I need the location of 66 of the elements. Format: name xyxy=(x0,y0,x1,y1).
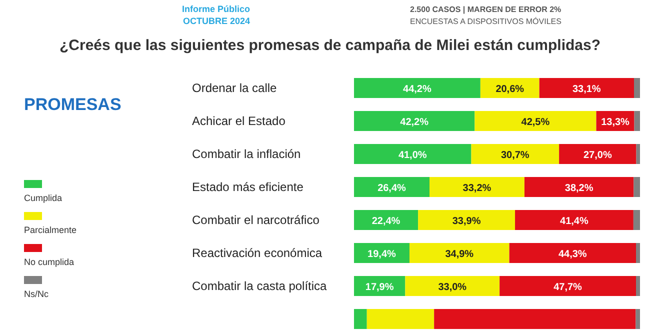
chart-title: ¿Creés que las siguientes promesas de campaña de Milei están cumplidas? xyxy=(59,37,601,54)
text: ENCUESTAS A DISPOSITIVOS MÓVILES xyxy=(410,17,562,26)
data-label: 47,7% xyxy=(554,282,582,293)
bar xyxy=(354,177,430,197)
data-label: 20,6% xyxy=(496,84,524,95)
y-tick-label: Ordenar la calle xyxy=(192,81,278,95)
legend-label: Cumplida xyxy=(24,193,62,203)
data-label: 13,3% xyxy=(601,117,630,128)
bar xyxy=(471,144,560,164)
data-label: 42,5% xyxy=(521,117,550,128)
bar xyxy=(430,177,524,197)
bar xyxy=(633,210,640,230)
bar xyxy=(354,144,472,164)
legend-label: No cumplida xyxy=(24,257,74,267)
data-label: 44,2% xyxy=(403,84,432,95)
y-tick-label: Combatir la casta política xyxy=(192,279,328,293)
legend-title: PROMESAS xyxy=(24,95,122,114)
y-tick-label: Estado más eficiente xyxy=(192,180,304,194)
bar xyxy=(636,276,640,296)
y-tick-label: Combatir la inflación xyxy=(192,147,301,161)
bar xyxy=(409,243,510,263)
bar xyxy=(474,111,596,131)
data-label: 33,1% xyxy=(572,84,601,95)
y-tick-label: Reactivación económica xyxy=(192,246,322,260)
bar xyxy=(636,243,640,263)
data-label: 42,2% xyxy=(400,117,429,128)
legend-label: Parcialmente xyxy=(24,225,77,235)
data-label: 19,4% xyxy=(368,249,396,260)
data-label: 41,4% xyxy=(560,216,589,227)
data-label: 26,4% xyxy=(378,183,406,194)
data-label: 33,9% xyxy=(452,216,481,227)
data-label: 22,4% xyxy=(372,216,400,227)
data-label: 41,0% xyxy=(398,150,427,161)
bar xyxy=(524,177,634,197)
data-label: 34,9% xyxy=(445,249,474,260)
data-label: 38,2% xyxy=(564,183,594,194)
bar xyxy=(634,78,640,98)
bar xyxy=(500,276,636,296)
bar xyxy=(539,78,634,98)
bar xyxy=(515,210,634,230)
data-label: 27,0% xyxy=(583,150,612,161)
bar xyxy=(634,111,640,131)
bar xyxy=(354,309,367,329)
bar xyxy=(634,177,640,197)
y-tick-label: Achicar el Estado xyxy=(192,114,286,128)
bar xyxy=(354,210,418,230)
bar xyxy=(636,309,640,329)
bar xyxy=(354,78,480,98)
bar xyxy=(405,276,500,296)
y-tick-label: Combatir el narcotráfico xyxy=(192,213,320,227)
data-label: 17,9% xyxy=(365,282,394,293)
data-label: 33,2% xyxy=(462,183,492,194)
bar xyxy=(354,111,475,131)
data-label: 30,7% xyxy=(500,150,530,161)
bar xyxy=(559,144,636,164)
text: OCTUBRE 2024 xyxy=(182,16,250,26)
bar xyxy=(366,309,434,329)
text: 2.500 CASOS | MARGEN DE ERROR 2% xyxy=(410,5,562,14)
text: Informe Público xyxy=(182,4,250,14)
bar xyxy=(434,309,636,329)
bar xyxy=(418,210,516,230)
legend-label: Ns/Nc xyxy=(24,289,49,299)
bar xyxy=(636,144,640,164)
data-label: 44,3% xyxy=(558,249,587,260)
bar xyxy=(509,243,636,263)
data-label: 33,0% xyxy=(438,282,467,293)
